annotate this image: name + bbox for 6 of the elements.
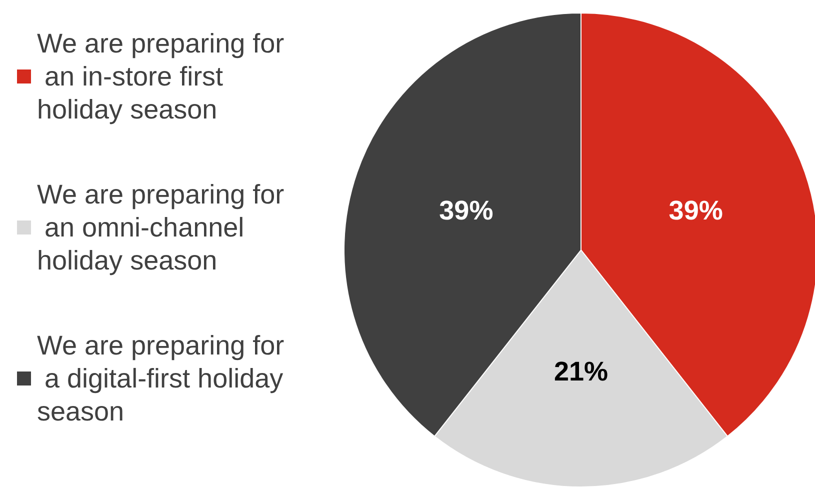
legend-label: We are preparing for a digital-first holiday season (37, 330, 291, 426)
legend-label: We are preparing for an omni-channel holiday season (37, 180, 284, 276)
data-label: 39% (439, 195, 494, 226)
data-label: 21% (554, 356, 608, 386)
legend-label: We are preparing for an in-store first holiday season (37, 28, 284, 124)
data-label: 39% (668, 195, 723, 226)
